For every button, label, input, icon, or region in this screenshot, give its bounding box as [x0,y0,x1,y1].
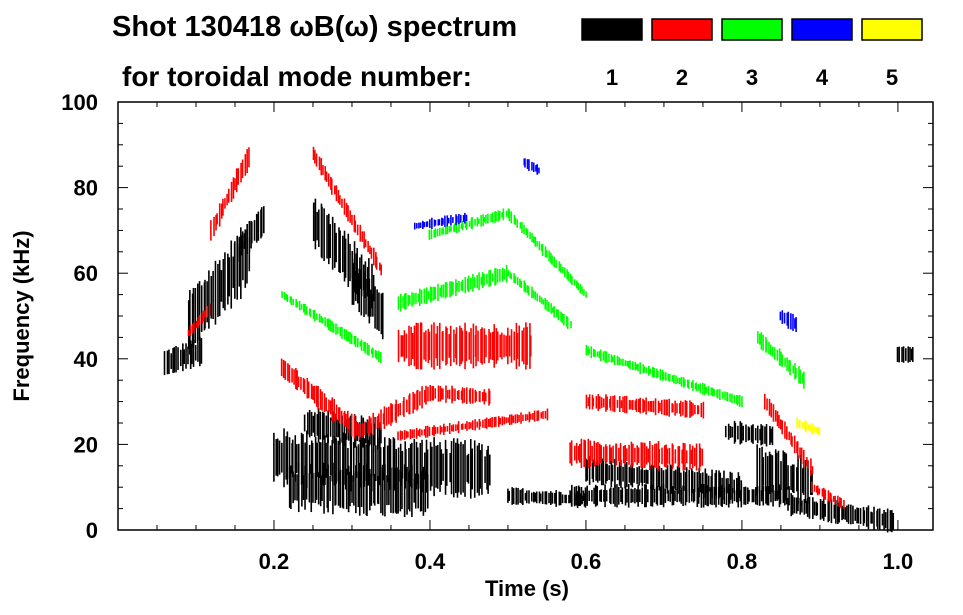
series-n=2 [187,146,845,509]
legend-swatch-2 [651,18,713,41]
x-tick-label: 0.8 [727,549,758,574]
y-tick-label: 40 [74,347,98,372]
x-tick-label: 0.2 [259,549,290,574]
legend-label-5: 5 [886,65,898,90]
series-n=5 [796,417,821,436]
y-tick-label: 0 [86,518,98,543]
y-axis: 0 20 40 60 80 100 [61,90,933,543]
y-tick-label: 100 [61,90,98,115]
legend-swatch-1 [581,18,643,41]
chart-title-line1: Shot 130418 ωB(ω) spectrum [112,11,517,43]
x-axis: 0.2 0.4 0.6 0.8 1.0 [156,102,914,574]
chart-title-line2: for toroidal mode number: [122,61,472,92]
legend-label-2: 2 [676,65,688,90]
legend-swatch-5 [861,18,923,41]
y-tick-label: 60 [74,261,98,286]
x-tick-label: 0.6 [571,549,602,574]
y-tick-label: 20 [74,432,98,457]
plot-area: 0.2 0.4 0.6 0.8 1.0 0 20 40 60 80 100 [61,90,934,574]
legend-label-3: 3 [746,65,758,90]
y-tick-label: 80 [74,176,98,201]
x-axis-label: Time (s) [485,576,569,601]
y-axis-label: Frequency (kHz) [9,230,34,401]
legend: 1 2 3 4 5 [581,18,923,90]
series-n=3 [281,208,805,407]
legend-label-4: 4 [816,65,829,90]
legend-label-1: 1 [606,65,618,90]
legend-swatch-4 [791,18,853,41]
series-layer [163,146,914,533]
x-tick-label: 0.4 [415,549,446,574]
legend-swatch-3 [721,18,783,41]
series-n=4 [413,158,797,333]
x-tick-label: 1.0 [883,549,914,574]
